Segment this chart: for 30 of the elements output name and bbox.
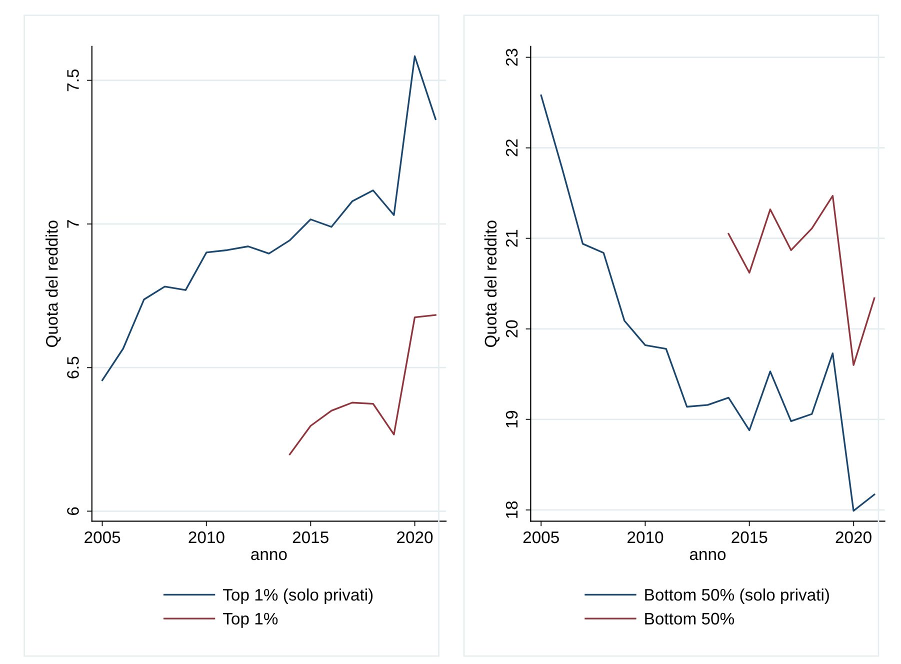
line-series [728,195,876,366]
y-tick-label: 21 [506,230,518,247]
y-tick-label: 7 [67,220,79,228]
x-tick-label: 2005 [84,531,120,544]
legend-label: Top 1% (solo privati) [223,588,373,604]
x-tick-label: 2005 [523,531,559,544]
y-tick-label: 22 [506,139,518,156]
line-series [101,55,436,382]
y-tick-label: 20 [506,320,518,338]
y-tick-label: 6 [67,507,79,515]
y-tick-label: 19 [506,410,518,428]
legend-label: Bottom 50% [645,612,734,625]
y-tick-label: 23 [506,48,518,66]
x-tick-label: 2015 [292,531,328,544]
legend-label: Top 1% [223,612,278,628]
line-series [288,314,436,456]
y-axis-title: Quota del reddito [484,220,500,347]
y-tick-label: 7.5 [67,69,79,92]
y-axis-title: Quota del reddito [46,220,61,347]
x-axis-title: anno [690,550,726,560]
x-tick-label: 2010 [188,531,224,544]
line-series [540,94,876,512]
x-tick-label: 2015 [732,531,768,544]
y-tick-label: 18 [506,501,518,518]
x-axis-title: anno [251,550,287,560]
x-tick-label: 2020 [397,531,433,544]
x-tick-label: 2020 [836,531,872,544]
legend-label: Bottom 50% (solo privati) [645,588,829,604]
x-tick-label: 2010 [628,531,664,544]
y-tick-label: 6.5 [67,356,79,378]
